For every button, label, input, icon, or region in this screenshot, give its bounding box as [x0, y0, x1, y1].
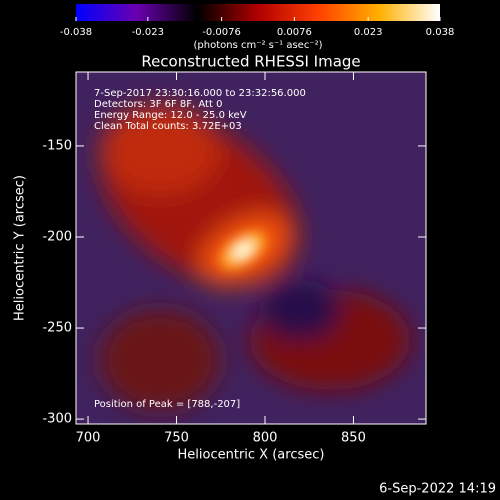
annotation: Clean Total counts: 3.72E+03: [94, 121, 242, 132]
chart-title: Reconstructed RHESSI Image: [141, 53, 360, 71]
x-tick-label: 850: [341, 431, 366, 446]
y-tick-label: -300: [42, 412, 72, 427]
y-axis-title: Heliocentric Y (arcsec): [13, 175, 28, 321]
peak-label: Position of Peak = [788,-207]: [94, 399, 240, 410]
annotation: Energy Range: 12.0 - 25.0 keV: [94, 110, 247, 121]
colorbar-tick-label: 0.038: [426, 27, 455, 38]
x-axis-title: Heliocentric X (arcsec): [178, 448, 325, 463]
footer: 6-Sep-2022 14:19: [379, 482, 496, 497]
plot-frame: [75, 71, 427, 425]
y-tick-label: -200: [42, 229, 72, 244]
y-tick-label: -250: [42, 321, 72, 336]
colorbar-tick-label: 0.023: [354, 27, 383, 38]
x-tick-label: 700: [76, 431, 101, 446]
y-tick-label: -150: [42, 138, 72, 153]
colorbar-tick-label: -0.038: [60, 27, 92, 38]
image: [76, 72, 426, 424]
annotation: 7-Sep-2017 23:30:16.000 to 23:32:56.000: [94, 88, 306, 99]
colorbar-label: (photons cm⁻² s⁻¹ asec⁻²): [193, 40, 322, 51]
colorbar-tick-label: -0.023: [132, 27, 164, 38]
annotation: Detectors: 3F 6F 8F, Att 0: [94, 99, 222, 110]
colorbar: [76, 4, 440, 21]
x-tick-label: 750: [164, 431, 189, 446]
colorbar-tick-label: -0.0076: [202, 27, 241, 38]
colorbar-tick-label: 0.0076: [277, 27, 312, 38]
x-tick-label: 800: [253, 431, 278, 446]
